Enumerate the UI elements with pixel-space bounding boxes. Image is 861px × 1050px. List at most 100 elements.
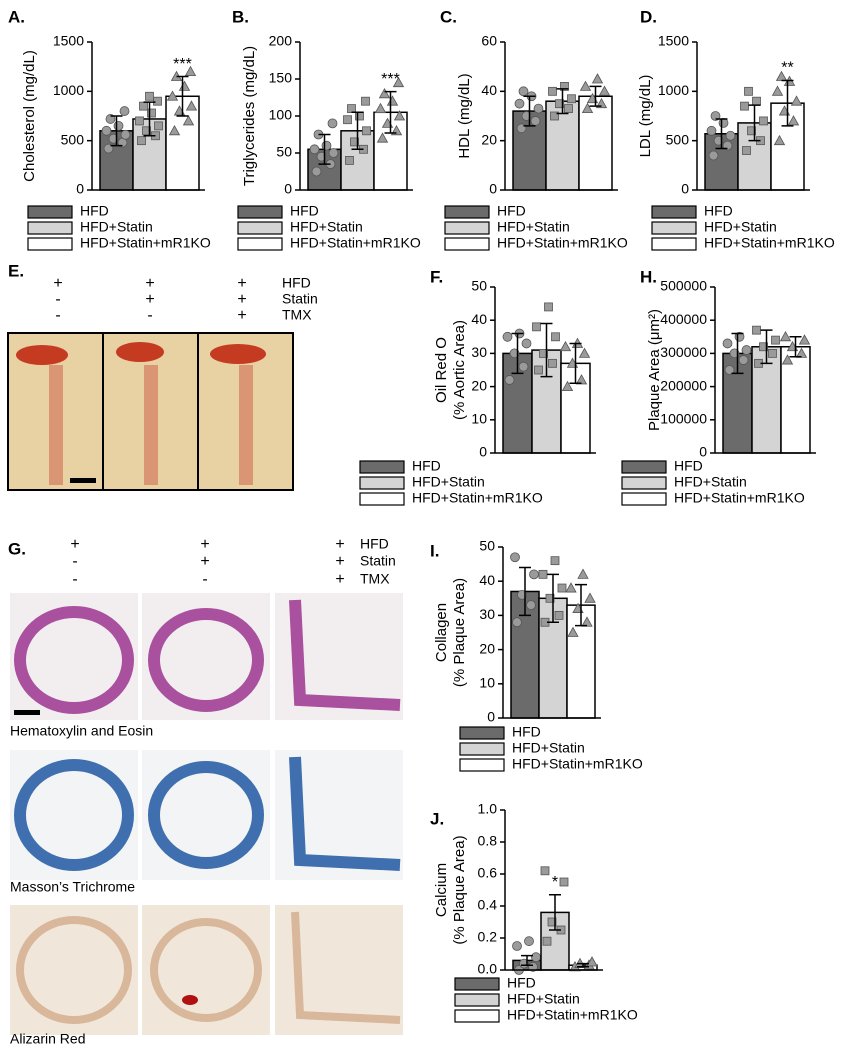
data-point <box>747 126 756 136</box>
significance: ** <box>781 60 793 77</box>
legend-label: HFD+Statin <box>507 991 580 1007</box>
data-point <box>119 106 130 116</box>
y-axis-label: Oil Red O <box>433 337 450 403</box>
y-tick-label: 30 <box>471 344 487 360</box>
y-tick-label: 0 <box>699 444 707 460</box>
data-point <box>533 103 544 114</box>
data-point <box>744 86 753 96</box>
error-bar <box>110 115 123 147</box>
data-point <box>787 115 800 126</box>
y-axis-label: Calcium <box>433 863 450 917</box>
treatment-mark: - <box>55 307 60 324</box>
treatment-mark: + <box>145 275 154 292</box>
data-point <box>742 146 751 155</box>
data-point <box>378 87 391 99</box>
data-point <box>327 118 338 129</box>
image-caption: Hematoxylin and Eosin <box>10 723 153 739</box>
error-bar <box>715 118 728 150</box>
data-point <box>578 347 591 358</box>
y-tick-label: 0.6 <box>478 865 498 881</box>
y-tick-label: 60 <box>481 33 497 49</box>
y-tick-label: 0.4 <box>478 897 498 913</box>
data-point <box>722 338 733 349</box>
image-caption: Masson’s Trichrome <box>10 879 135 895</box>
treatment-name: HFD <box>282 275 311 291</box>
error-bar <box>523 95 536 127</box>
data-point <box>392 76 405 88</box>
legend-swatch <box>651 221 697 235</box>
legend-label: HFD <box>674 458 703 474</box>
panel-label: G. <box>8 539 26 558</box>
data-point <box>393 110 406 121</box>
panel-label: A. <box>8 7 25 26</box>
y-tick-label: 150 <box>269 70 293 86</box>
y-tick-label: 500000 <box>660 278 707 294</box>
data-point <box>178 80 191 91</box>
treatment-mark: + <box>53 275 62 292</box>
legend-label: HFD <box>512 724 541 740</box>
data-point <box>559 877 569 887</box>
legend-swatch <box>237 221 283 235</box>
y-tick-label: 50 <box>471 278 487 294</box>
data-point <box>718 118 729 128</box>
image-caption: Alizarin Red <box>10 1031 85 1047</box>
data-point <box>779 330 792 342</box>
data-point <box>521 338 532 349</box>
legend-label: HFD+Statin <box>674 474 747 490</box>
data-point <box>752 96 761 106</box>
y-axis-label: (% Plaque Area) <box>451 835 468 944</box>
legend-swatch <box>27 237 73 251</box>
treatment-name: Statin <box>282 291 318 307</box>
data-point <box>798 334 811 345</box>
data-point <box>539 348 548 358</box>
data-point <box>706 125 717 136</box>
legend-swatch <box>621 460 667 474</box>
legend-swatch <box>459 758 505 772</box>
y-tick-label: 1.0 <box>478 801 498 817</box>
legend-label: HFD <box>80 203 109 219</box>
error-bar <box>575 583 587 627</box>
data-point <box>550 111 559 121</box>
legend-label: HFD+Statin <box>80 219 153 235</box>
error-bar <box>318 133 331 165</box>
legend-label: HFD+Statin <box>497 219 570 235</box>
y-tick-label: 50 <box>276 144 292 160</box>
y-tick-label: 0 <box>681 181 689 197</box>
data-point <box>551 332 560 342</box>
y-tick-label: 40 <box>479 572 495 588</box>
data-point <box>512 617 522 628</box>
data-point <box>135 116 144 126</box>
data-point <box>555 99 564 109</box>
bar <box>780 346 811 454</box>
significance: *** <box>173 56 192 73</box>
data-point <box>547 917 557 927</box>
legend-swatch <box>359 460 405 474</box>
panel-label: B. <box>232 7 249 26</box>
treatment-mark: + <box>200 553 209 570</box>
error-bar <box>547 573 559 623</box>
treatment-mark: + <box>237 275 246 292</box>
error-bar <box>549 894 561 931</box>
y-axis-label: (% Plaque Area) <box>451 578 468 687</box>
data-point <box>538 569 548 579</box>
legend-label: HFD+Statin+mR1KO <box>80 235 211 251</box>
error-bar <box>521 954 533 966</box>
data-point <box>518 86 529 97</box>
treatment-name: HFD <box>360 536 389 552</box>
data-point <box>598 85 611 96</box>
data-point <box>740 101 749 111</box>
legend-label: HFD+Statin+mR1KO <box>512 756 643 772</box>
data-point <box>564 104 573 113</box>
legend-swatch <box>454 1009 500 1023</box>
y-axis-label: Plaque Area (μm²) <box>646 309 663 431</box>
data-point <box>182 115 195 126</box>
treatment-mark: + <box>200 536 209 553</box>
error-bar <box>556 88 569 115</box>
treatment-name: TMX <box>282 307 312 323</box>
legend-label: HFD+Statin+mR1KO <box>290 235 421 251</box>
legend-swatch <box>651 205 697 219</box>
y-tick-label: 200000 <box>660 377 707 393</box>
data-point <box>708 150 719 161</box>
legend-swatch <box>621 492 667 506</box>
data-point <box>168 124 181 136</box>
